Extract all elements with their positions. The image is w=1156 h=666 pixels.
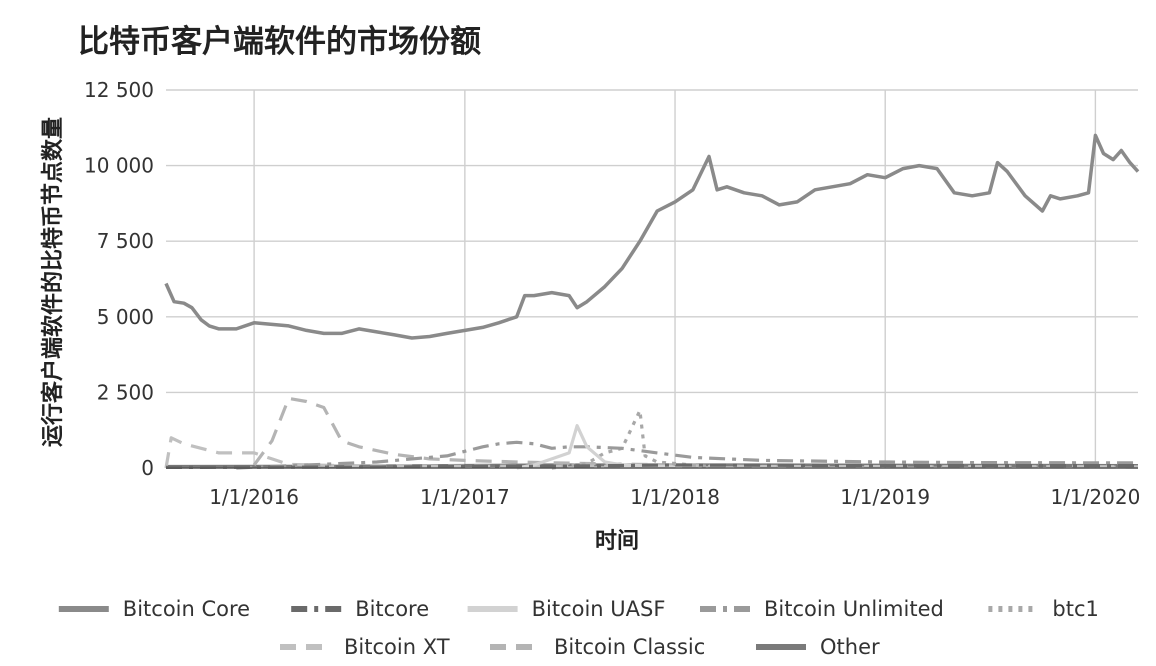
legend: Bitcoin Core Bitcore Bitcoin UASF Bitcoin U… [58,597,1099,659]
y-axis-title: 运行客户端软件的比特币节点数量 [40,117,66,447]
legend-label: Bitcore [355,597,429,621]
x-tick-label: 1/1/2018 [630,485,720,509]
y-tick-label: 0 [141,456,154,480]
x-axis-ticks: 1/1/2016 1/1/2017 1/1/2018 1/1/2019 1/1/2020 [209,485,1140,509]
y-axis-ticks: 0 2 500 5 000 7 500 10 000 12 500 [84,78,154,480]
x-tick-label: 1/1/2020 [1050,485,1140,509]
legend-label: Bitcoin Core [123,597,250,621]
y-tick-label: 5 000 [97,305,154,329]
series-line-bitcoin-classic [252,396,1139,469]
legend-item-btc1: btc1 [988,597,1099,621]
x-axis-title: 时间 [595,529,639,554]
grid [166,89,1138,468]
legend-item-bitcoin-xt: Bitcoin XT [280,635,450,659]
legend-item-bitcoin-uasf: Bitcoin UASF [467,597,666,621]
legend-label: Bitcoin Classic [554,635,705,659]
legend-label: Bitcoin UASF [532,597,666,621]
legend-item-bitcore: Bitcore [291,597,429,621]
series-lines [164,133,1140,470]
series-line-btc1 [551,408,710,470]
legend-item-bitcoin-unlimited: Bitcoin Unlimited [700,597,944,621]
series-line-bitcore [165,463,1138,469]
y-tick-label: 7 500 [97,229,154,253]
series-line-bitcoin-unlimited [236,440,1139,470]
y-tick-label: 10 000 [84,154,154,178]
x-tick-label: 1/1/2019 [840,485,930,509]
legend-label: Bitcoin XT [344,635,450,659]
legend-item-other: Other [756,635,880,659]
y-tick-label: 12 500 [84,78,154,102]
chart-title: 比特币客户端软件的市场份额 [78,24,481,60]
legend-label: Other [820,635,880,659]
x-tick-label: 1/1/2017 [420,485,510,509]
series-line-bitcoin-core [164,133,1140,340]
y-tick-label: 2 500 [97,380,154,404]
legend-label: Bitcoin Unlimited [764,597,944,621]
legend-item-bitcoin-classic: Bitcoin Classic [490,635,705,659]
x-tick-label: 1/1/2016 [209,485,299,509]
legend-item-bitcoin-core: Bitcoin Core [58,597,250,621]
legend-label: btc1 [1052,597,1098,621]
